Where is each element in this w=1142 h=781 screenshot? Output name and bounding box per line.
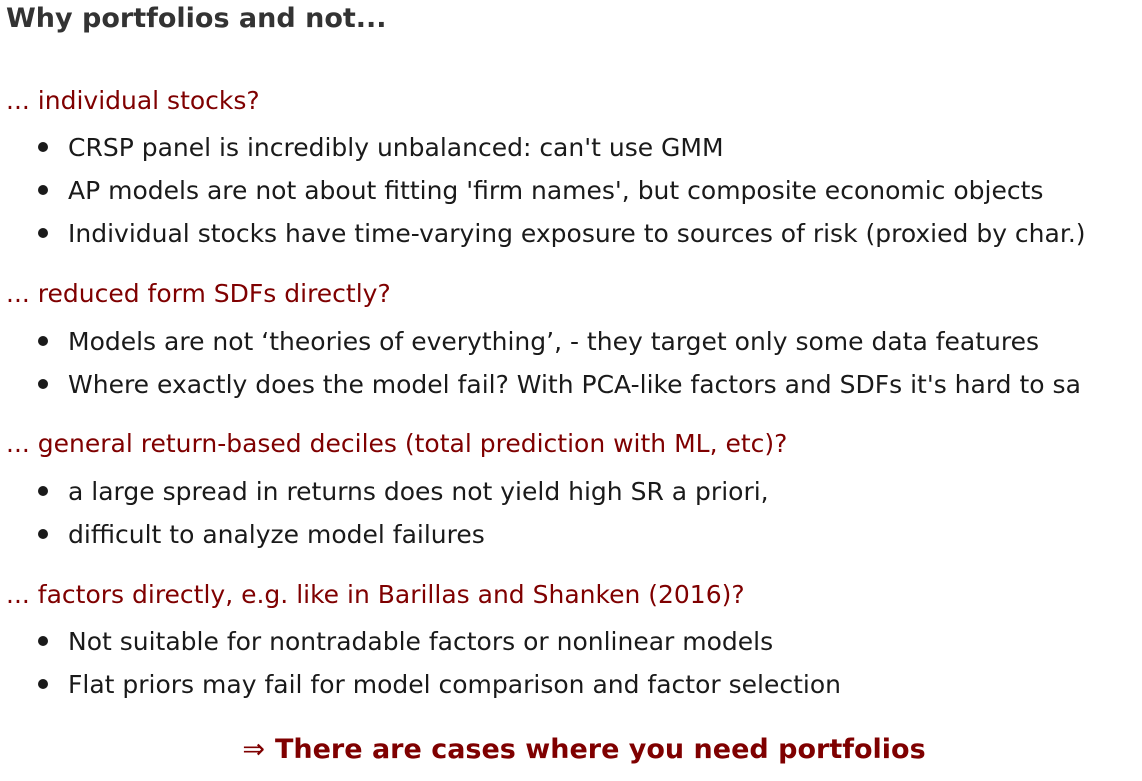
bullet-text: Where exactly does the model fail? With … (68, 370, 1081, 399)
bullet-icon (38, 379, 48, 389)
conclusion-text: There are cases where you need portfolio… (274, 734, 926, 765)
section-heading-factors-directly: ... factors directly, e.g. like in Baril… (6, 580, 745, 609)
bullet-text: AP models are not about fitting 'firm na… (68, 176, 1044, 205)
bullet-item: Not suitable for nontradable factors or … (38, 627, 773, 656)
bullet-text: a large spread in returns does not yield… (68, 477, 769, 506)
bullet-text: Flat priors may fail for model compariso… (68, 670, 841, 699)
bullet-item: Flat priors may fail for model compariso… (38, 670, 841, 699)
bullet-text: Models are not ‘theories of everything’,… (68, 327, 1040, 356)
bullet-item: Models are not ‘theories of everything’,… (38, 327, 1039, 356)
bullet-item: CRSP panel is incredibly unbalanced: can… (38, 133, 724, 162)
bullet-icon (38, 336, 48, 346)
bullet-icon (38, 486, 48, 496)
bullet-icon (38, 185, 48, 195)
bullet-text: Not suitable for nontradable factors or … (68, 627, 774, 656)
slide-title: Why portfolios and not... (6, 3, 387, 34)
section-heading-reduced-form-sdfs: ... reduced form SDFs directly? (6, 279, 391, 308)
bullet-item: a large spread in returns does not yield… (38, 477, 769, 506)
bullet-text: difficult to analyze model failures (68, 520, 485, 549)
bullet-item: Where exactly does the model fail? With … (38, 370, 1081, 399)
implies-arrow-icon: ⇒ (242, 734, 265, 765)
bullet-icon (38, 228, 48, 238)
bullet-item: difficult to analyze model failures (38, 520, 485, 549)
bullet-text: Individual stocks have time-varying expo… (68, 219, 1086, 248)
bullet-icon (38, 636, 48, 646)
section-heading-individual-stocks: ... individual stocks? (6, 86, 260, 115)
section-heading-return-based-deciles: ... general return-based deciles (total … (6, 429, 788, 458)
bullet-text: CRSP panel is incredibly unbalanced: can… (68, 133, 724, 162)
bullet-icon (38, 679, 48, 689)
bullet-item: Individual stocks have time-varying expo… (38, 219, 1086, 248)
bullet-icon (38, 142, 48, 152)
bullet-icon (38, 529, 48, 539)
conclusion: ⇒ There are cases where you need portfoli… (0, 734, 1142, 765)
bullet-item: AP models are not about fitting 'firm na… (38, 176, 1043, 205)
